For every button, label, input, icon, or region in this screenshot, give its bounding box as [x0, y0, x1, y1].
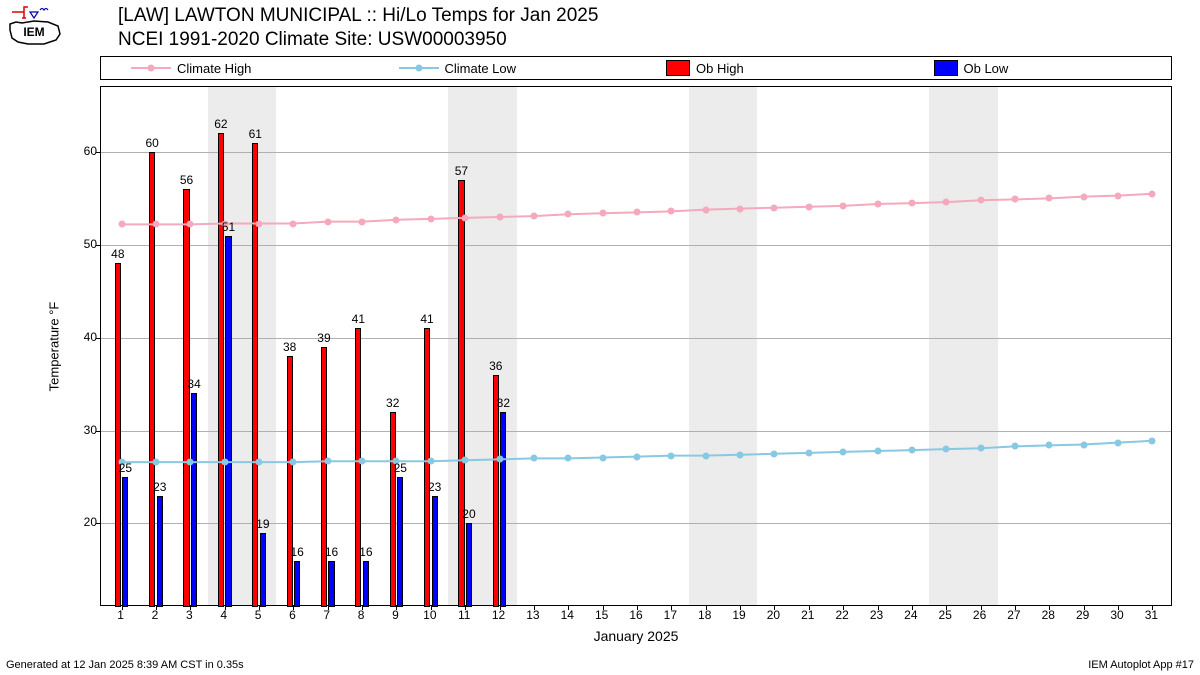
legend-item: Climate Low	[369, 61, 637, 76]
x-tick: 16	[629, 608, 642, 622]
x-tick: 9	[392, 608, 399, 622]
chart-title: [LAW] LAWTON MUNICIPAL :: Hi/Lo Temps fo…	[118, 4, 598, 52]
x-tick: 31	[1145, 608, 1158, 622]
x-tick: 2	[152, 608, 159, 622]
x-tick: 27	[1007, 608, 1020, 622]
ob-low-label: 32	[497, 396, 510, 410]
x-tick: 11	[458, 608, 470, 622]
ob-high-label: 36	[489, 359, 502, 373]
ob-high-label: 60	[146, 136, 159, 150]
ob-low-label: 19	[256, 517, 269, 531]
chart-plot: 48 25 60 23 56 34 62 51 61 19 38 16 39 16 41 16 32 25 41 23…	[100, 86, 1172, 606]
legend-item: Ob High	[636, 60, 904, 76]
ob-low-label: 25	[394, 461, 407, 475]
y-tick: 20	[84, 515, 97, 529]
x-tick: 21	[801, 608, 814, 622]
x-tick: 19	[732, 608, 745, 622]
ob-low-label: 20	[462, 507, 475, 521]
y-tick: 50	[84, 237, 97, 251]
iem-logo: IEM	[4, 4, 64, 46]
climate-low-line	[122, 441, 1153, 462]
x-tick: 28	[1042, 608, 1055, 622]
x-tick: 30	[1110, 608, 1123, 622]
legend-item: Ob Low	[904, 60, 1172, 76]
x-tick: 3	[186, 608, 193, 622]
y-tick: 60	[84, 144, 97, 158]
ob-low-label: 23	[153, 480, 166, 494]
ob-low-label: 34	[187, 377, 200, 391]
x-tick: 5	[255, 608, 262, 622]
ob-high-label: 41	[420, 312, 433, 326]
legend: Climate HighClimate LowOb HighOb Low	[100, 56, 1172, 80]
legend-item: Climate High	[101, 61, 369, 76]
ob-high-label: 48	[111, 247, 124, 261]
footer-right: IEM Autoplot App #17	[1088, 659, 1194, 671]
y-tick: 40	[84, 330, 97, 344]
x-tick: 26	[973, 608, 986, 622]
x-tick: 13	[526, 608, 539, 622]
ob-high-label: 38	[283, 340, 296, 354]
x-ticks: 1234567891011121314151617181920212223242…	[100, 608, 1172, 624]
ob-high-label: 57	[455, 164, 468, 178]
x-tick: 17	[664, 608, 677, 622]
x-tick: 4	[220, 608, 227, 622]
x-tick: 18	[698, 608, 711, 622]
x-tick: 12	[492, 608, 505, 622]
footer-left: Generated at 12 Jan 2025 8:39 AM CST in …	[6, 659, 244, 671]
x-tick: 1	[117, 608, 124, 622]
x-tick: 7	[323, 608, 330, 622]
ob-high-label: 39	[317, 331, 330, 345]
y-axis-label: Temperature °F	[44, 86, 64, 606]
x-tick: 29	[1076, 608, 1089, 622]
ob-low-label: 51	[222, 220, 235, 234]
ob-low-label: 25	[119, 461, 132, 475]
ob-high-label: 62	[214, 117, 227, 131]
y-tick: 30	[84, 423, 97, 437]
ob-high-label: 56	[180, 173, 193, 187]
ob-high-label: 32	[386, 396, 399, 410]
x-tick: 6	[289, 608, 296, 622]
svg-text:IEM: IEM	[23, 25, 44, 39]
x-tick: 24	[904, 608, 917, 622]
x-tick: 23	[870, 608, 883, 622]
title-line-1: [LAW] LAWTON MUNICIPAL :: Hi/Lo Temps fo…	[118, 4, 598, 28]
x-tick: 25	[939, 608, 952, 622]
ob-low-label: 16	[359, 545, 372, 559]
x-tick: 10	[423, 608, 436, 622]
x-tick: 15	[595, 608, 608, 622]
ob-low-label: 16	[291, 545, 304, 559]
climate-high-line	[122, 194, 1153, 225]
ob-low-label: 16	[325, 545, 338, 559]
ob-low-label: 23	[428, 480, 441, 494]
ob-high-label: 41	[352, 312, 365, 326]
x-axis-label: January 2025	[100, 628, 1172, 644]
x-tick: 20	[767, 608, 780, 622]
title-line-2: NCEI 1991-2020 Climate Site: USW00003950	[118, 28, 598, 52]
x-tick: 14	[561, 608, 574, 622]
ob-high-label: 61	[249, 127, 262, 141]
x-tick: 8	[358, 608, 365, 622]
plot-area: Climate HighClimate LowOb HighOb Low Tem…	[100, 56, 1172, 632]
x-tick: 22	[835, 608, 848, 622]
